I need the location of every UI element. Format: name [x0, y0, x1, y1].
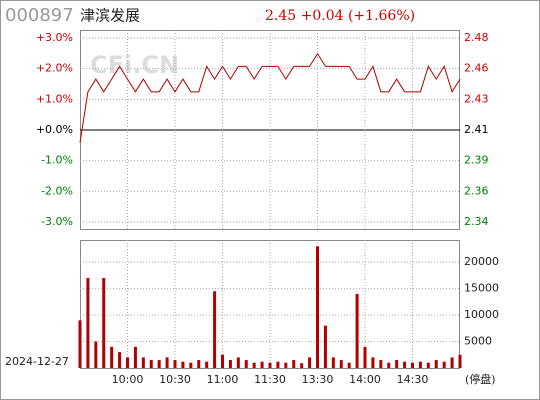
volume-bar: [371, 357, 375, 368]
volume-bar: [395, 360, 399, 368]
x-tick-label: 11:00: [207, 373, 239, 386]
volume-bar: [197, 360, 201, 368]
volume-bar: [86, 278, 90, 368]
volume-panel: [80, 240, 460, 369]
volume-bar: [126, 357, 129, 368]
volume-bar: [78, 320, 82, 368]
stock-code: 000897: [5, 5, 74, 26]
volume-bar: [300, 363, 304, 368]
volume-bar: [276, 361, 280, 368]
x-tick-label: 14:30: [397, 373, 429, 386]
y2-tick-label: 2.39: [464, 154, 489, 167]
volume-bar: [308, 357, 312, 368]
volume-bar: [244, 360, 248, 368]
volume-bar: [323, 325, 327, 368]
volume-bar: [339, 360, 343, 368]
volume-bar: [181, 361, 185, 368]
y2-tick-label: 2.46: [464, 62, 489, 75]
volume-bar: [403, 361, 407, 368]
volume-bar: [442, 361, 446, 368]
volume-bar: [379, 360, 383, 368]
volume-bar: [165, 357, 169, 368]
y2-tick-label: 2.34: [464, 215, 489, 228]
y-tick-label: 10000: [464, 308, 499, 321]
volume-note: (停盘): [465, 372, 496, 386]
volume-bar: [236, 357, 240, 368]
volume-bar: [228, 360, 232, 368]
y-tick-label: +2.0%: [36, 62, 73, 75]
y-tick-label: -3.0%: [41, 215, 73, 228]
volume-bar: [133, 346, 137, 368]
y-tick-label: -2.0%: [41, 184, 73, 197]
volume-bar: [141, 357, 145, 368]
volume-bar: [173, 360, 177, 368]
volume-bar: [426, 362, 430, 368]
date: 2024-12-27: [5, 355, 69, 368]
volume-bar: [189, 362, 193, 368]
volume-bar: [102, 278, 106, 368]
volume-bar: [149, 360, 153, 368]
volume-bar: [252, 362, 256, 368]
volume-bar: [418, 361, 422, 368]
volume-bar: [205, 361, 209, 368]
volume-bar: [260, 361, 264, 368]
y2-tick-label: 2.36: [464, 184, 489, 197]
volume-bar: [331, 357, 335, 368]
volume-bar: [284, 362, 288, 368]
volume-bar: [94, 341, 98, 368]
volume-bar: [458, 354, 462, 368]
y-tick-label: 20000: [464, 255, 499, 268]
volume-bar: [363, 346, 367, 368]
volume-bar: [387, 362, 391, 368]
x-tick-label: 13:30: [302, 373, 334, 386]
volume-bar: [411, 362, 414, 368]
y-tick-label: +3.0%: [36, 31, 73, 44]
y-tick-label: -1.0%: [41, 154, 73, 167]
volume-bar: [221, 354, 224, 368]
volume-bar: [450, 357, 454, 368]
volume-bar: [157, 360, 161, 368]
volume-bar: [213, 291, 217, 368]
watermark: CFi.CN: [90, 51, 179, 79]
y-tick-label: +0.0%: [36, 123, 73, 136]
y-tick-label: 15000: [464, 282, 499, 295]
volume-bar: [355, 293, 359, 368]
y-tick-label: 5000: [464, 335, 492, 348]
volume-bar: [110, 346, 114, 368]
quote: 2.45 +0.04 (+1.66%): [265, 8, 415, 24]
x-tick-label: 10:00: [112, 373, 144, 386]
y2-tick-label: 2.48: [464, 31, 489, 44]
volume-bar: [434, 360, 438, 368]
volume-bar: [118, 352, 122, 368]
volume-bar: [347, 362, 351, 368]
stock-name: 津滨发展: [80, 7, 140, 25]
y2-tick-label: 2.43: [464, 92, 489, 105]
x-tick-label: 10:30: [159, 373, 191, 386]
price-line: [79, 52, 461, 143]
x-tick-label: 14:00: [349, 373, 381, 386]
volume-bar: [268, 362, 272, 368]
volume-bar: [292, 360, 296, 368]
x-tick-label: 11:30: [254, 373, 286, 386]
y-tick-label: +1.0%: [36, 92, 73, 105]
volume-bar: [316, 246, 319, 368]
y2-tick-label: 2.41: [464, 123, 489, 136]
